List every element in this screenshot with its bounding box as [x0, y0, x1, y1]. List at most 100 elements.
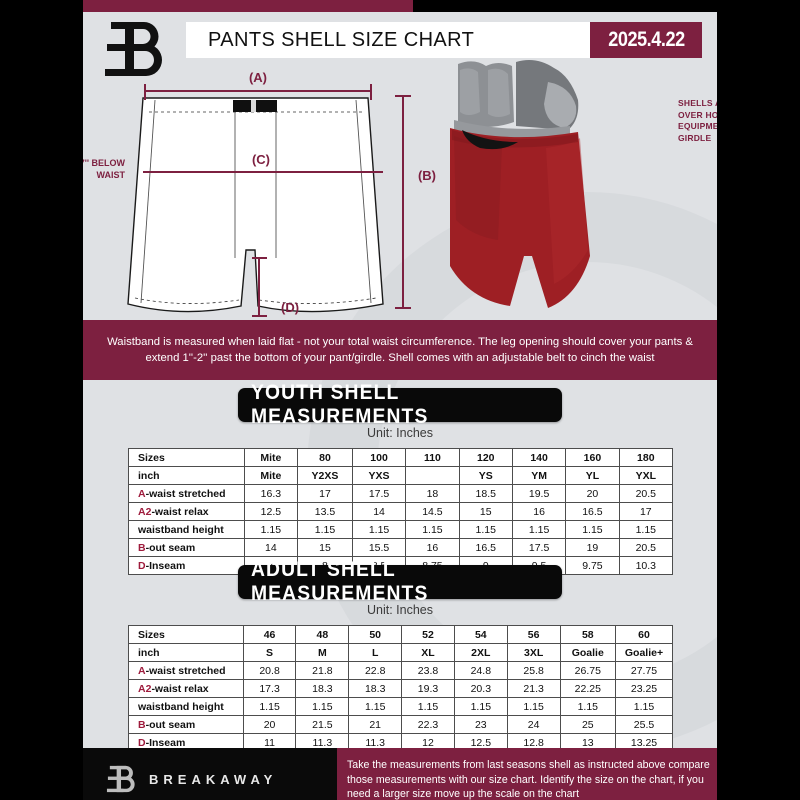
row-label-prefix: A	[138, 487, 146, 500]
top-strip	[0, 0, 800, 12]
table-cell: 23.25	[615, 679, 673, 698]
table-cell: 1.15	[458, 520, 513, 539]
table-cell: 25.5	[615, 715, 673, 734]
table-cell: Goalie	[559, 643, 617, 662]
row-label: D-Inseam	[128, 733, 244, 752]
table-cell: 19	[565, 538, 620, 557]
youth-section-banner: YOUTH SHELL MEASUREMENTS	[238, 381, 562, 428]
table-cell: 14	[243, 538, 299, 557]
left-hem-dash	[134, 297, 240, 304]
shell-red	[450, 128, 590, 308]
table-cell: 58	[559, 625, 617, 644]
table-cell: Mite	[243, 466, 299, 485]
row-label: Sizes	[128, 448, 245, 467]
instruction-band-text: Waistband is measured when laid flat - n…	[107, 336, 693, 364]
below-waist-note-line1: 7'' BELOW	[83, 158, 126, 168]
table-cell: YM	[511, 466, 567, 485]
row-label-prefix: D	[138, 559, 146, 572]
youth-measurements-table: Sizes Mite 80 100 110 120 140 160 180 inch Mite Y2X…	[128, 448, 674, 575]
table-cell: 46	[242, 625, 297, 644]
row-label-prefix: B	[138, 718, 146, 731]
row-label: inch	[128, 466, 245, 485]
row-label: Sizes	[128, 625, 244, 644]
table-cell: 1.15	[295, 697, 350, 716]
table-cell: 16.5	[458, 538, 513, 557]
table-cell: 22.25	[559, 679, 617, 698]
table-cell	[405, 466, 460, 485]
table-cell: 100	[351, 448, 407, 467]
table-row: A2-waist relax 12.5 13.5 14 14.5 15 16 16.5 17	[128, 502, 674, 521]
table-row: inch Mite Y2XS YXS YS YM YL YXL	[128, 466, 674, 485]
table-cell: 20	[565, 484, 620, 503]
table-cell: 20.5	[618, 538, 674, 557]
table-cell: 1.15	[351, 520, 407, 539]
table-cell: 22.3	[401, 715, 455, 734]
table-cell: 21.5	[295, 715, 350, 734]
table-cell: 14	[351, 502, 407, 521]
adult-section-banner-label: ADULT SHELL MEASUREMENTS	[250, 558, 429, 605]
table-cell: 1.15	[618, 520, 674, 539]
table-cell: 20.8	[242, 661, 297, 680]
measure-c-label: (C)	[252, 152, 270, 167]
row-label-prefix: A2	[138, 505, 152, 518]
table-cell: 17	[297, 484, 353, 503]
breakaway-b-logo-footer-icon	[106, 765, 135, 793]
table-cell: M	[295, 643, 350, 662]
table-cell: 17	[618, 502, 674, 521]
youth-section-banner-label: YOUTH SHELL MEASUREMENTS	[250, 381, 429, 428]
table-cell: 140	[511, 448, 567, 467]
table-row: Sizes Mite 80 100 110 120 140 160 180	[128, 448, 674, 467]
below-waist-note-line2: WAIST	[97, 170, 126, 180]
table-cell: 1.15	[565, 520, 620, 539]
table-cell: 20.5	[618, 484, 674, 503]
table-cell: XL	[401, 643, 455, 662]
table-cell: 2XL	[453, 643, 508, 662]
adult-unit-label: Unit: Inches	[366, 603, 433, 617]
date-badge-label: 2025.4.22	[607, 28, 685, 51]
table-row: waistband height 1.15 1.15 1.15 1.15 1.15 1.15…	[128, 697, 673, 716]
table-cell: 17.5	[511, 538, 567, 557]
table-cell: 20	[242, 715, 297, 734]
table-cell: 16	[511, 502, 567, 521]
table-cell: 1.15	[615, 697, 673, 716]
row-label: A-waist stretched	[128, 484, 245, 503]
table-cell: 120	[458, 448, 513, 467]
table-cell: 24.8	[453, 661, 508, 680]
table-cell: 1.15	[348, 697, 403, 716]
table-cell: 17.5	[351, 484, 407, 503]
table-cell: Y2XS	[297, 466, 353, 485]
page-title: PANTS SHELL SIZE CHART	[208, 28, 475, 51]
table-row: B-out seam 20 21.5 21 22.3 23 24 25 25.5	[128, 715, 673, 734]
row-label-prefix: B	[138, 541, 146, 554]
table-cell: 19.5	[511, 484, 567, 503]
row-label-prefix: A	[138, 664, 146, 677]
table-cell: 1.15	[242, 697, 297, 716]
table-cell: 19.3	[401, 679, 455, 698]
table-cell: 13.25	[615, 733, 673, 752]
table-cell: 10.3	[618, 556, 674, 575]
table-cell: 24	[506, 715, 561, 734]
table-cell: 23.8	[401, 661, 455, 680]
row-label-prefix: A2	[138, 682, 152, 695]
equipment-pants-gray	[454, 60, 579, 143]
table-cell: 1.15	[453, 697, 508, 716]
table-cell: 15	[458, 502, 513, 521]
table-cell: 3XL	[506, 643, 561, 662]
table-cell: 25	[559, 715, 617, 734]
table-cell: Mite	[243, 448, 299, 467]
table-cell: 26.75	[559, 661, 617, 680]
left-panel-line	[140, 99, 156, 304]
table-cell: Goalie+	[615, 643, 673, 662]
table-cell: 52	[401, 625, 455, 644]
adult-section-banner: ADULT SHELL MEASUREMENTS	[238, 558, 562, 605]
table-cell: 16.3	[243, 484, 299, 503]
adult-measurements-table: Sizes 46 48 50 52 54 56 58 60 inch S M L XL 2XL 3XL Goal…	[128, 625, 673, 752]
row-label: A-waist stretched	[128, 661, 244, 680]
table-cell: 18.3	[295, 679, 350, 698]
table-cell: 21.8	[295, 661, 350, 680]
right-panel-line	[355, 99, 372, 304]
page-title-box: PANTS SHELL SIZE CHART	[186, 22, 590, 58]
table-row: A-waist stretched 16.3 17 17.5 18 18.5 19.5 20 2…	[128, 484, 674, 503]
footer-brand-name: BREAKAWAY	[149, 771, 278, 787]
